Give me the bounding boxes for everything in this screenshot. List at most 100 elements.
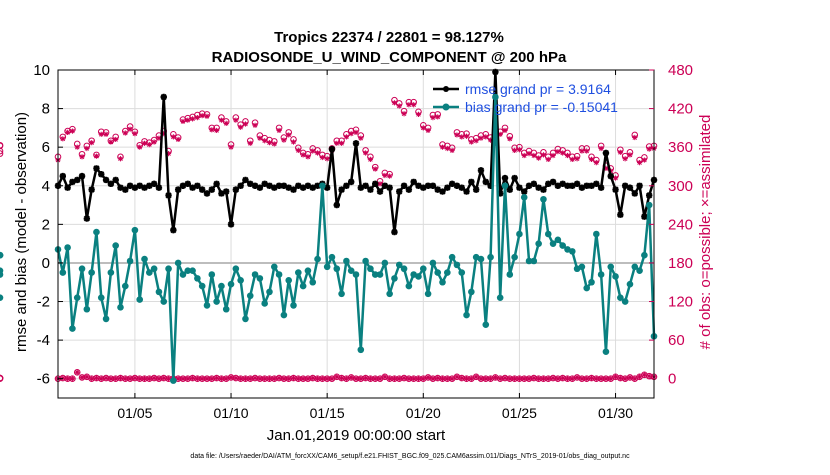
obs-possible-point [78,374,86,381]
rmse-point [69,178,76,186]
obs-assimilated-point [391,376,398,382]
obs-assimilated-point [108,139,114,145]
obs-assimilated-point [199,113,205,119]
rmse-point [540,186,547,193]
rmse-point [429,182,437,189]
obs-assimilated-point [165,376,172,382]
rmse-point [501,174,509,182]
obs-possible-point [275,374,283,382]
obs-assimilated-point [233,117,239,123]
rmse-point [261,180,268,188]
bias-point [261,300,268,307]
obs-assimilated-point [305,154,311,160]
obs-assimilated-point [579,148,585,154]
rmse-point [487,182,494,189]
obs-assimilated-point [108,376,114,382]
rmse-point [583,182,590,189]
bias-point [198,282,206,290]
obs-assimilated-point [89,140,95,146]
obs-assimilated-point [420,125,426,131]
obs-assimilated-point [122,130,128,136]
x-label: Jan.01,2019 00:00:00 start [267,427,446,444]
obs-assimilated-point [555,376,561,382]
obs-possible-point [97,375,105,383]
obs-assimilated-point [117,375,124,381]
obs-possible-point [434,374,442,382]
bias-point [424,290,432,298]
obs-assimilated-point [276,375,282,381]
obs-assimilated-point [271,376,277,382]
obs-assimilated-point [608,376,614,382]
obs-assimilated-point [396,103,402,109]
rmse-point [458,184,465,191]
obs-assimilated-point [257,376,263,382]
bias-point [227,280,235,288]
y2-tick-label: 0 [668,371,676,388]
rmse-point [573,180,581,188]
rmse-point [299,184,307,191]
y2-tick-label: 300 [668,178,693,195]
ticks-layer: 01/05 01/10 01/15 01/20 01/25 01/30 -6 -4 -2 0 2 4 6… [33,62,693,421]
bias-point [59,269,67,276]
obs-possible-point [131,374,139,382]
obs-assimilated-point [617,149,623,155]
rmse-point [564,182,571,189]
rmse-point [506,186,514,193]
rmse-point [83,215,91,222]
obs-possible-point [59,374,67,382]
bias-point [540,195,547,203]
rmse-point [420,184,427,191]
bias-point [496,294,504,301]
rmse-point [213,180,220,188]
obs-assimilated-point [295,147,301,153]
obs-possible-point [160,374,168,382]
rmse-point [357,184,365,191]
rmse-point [453,182,461,189]
bias-point [439,278,446,286]
obs-assimilated-point [391,100,398,106]
bias-point [97,294,105,301]
bias-point [69,325,76,332]
obs-possible-point [612,373,619,381]
obs-assimilated-point [329,376,335,382]
y-tick-label: -2 [37,294,50,311]
obs-possible-point [0,150,4,157]
obs-assimilated-point [170,134,176,140]
bias-point [208,271,216,278]
bias-point [400,265,408,273]
obs-assimilated-point [175,376,181,382]
obs-assimilated-point [156,135,162,141]
obs-assimilated-point [295,376,301,382]
rmse-point [198,186,206,193]
bias-point [429,259,437,267]
obs-assimilated-point [473,374,479,380]
obs-assimilated-point [353,129,359,135]
rmse-point [434,186,441,193]
obs-possible-point [309,374,317,382]
bias-point [645,201,653,209]
obs-assimilated-point [627,152,633,158]
bias-point [371,271,379,278]
obs-assimilated-point [69,376,76,382]
obs-assimilated-point [189,375,196,381]
bias-point [251,271,259,278]
bias-point [218,282,225,290]
bias-point [270,263,278,271]
obs-possible-point [424,374,432,381]
obs-assimilated-point [473,138,479,144]
rmse-point [444,184,451,191]
legend: rmse grand pr = 3.9164 bias grand pr = -… [433,81,618,115]
y2-tick-label: 60 [668,332,685,349]
obs-possible-point [530,374,538,382]
obs-possible-point [458,374,466,382]
rmse-point [386,184,393,191]
obs-possible-point [102,374,110,382]
bias-point [520,194,528,201]
y-tick-label: 0 [42,255,50,272]
rmse-point [415,182,422,189]
rmse-point [367,186,374,193]
obs-assimilated-point [161,375,167,381]
bias-point [578,263,586,271]
bias-point [102,315,110,323]
